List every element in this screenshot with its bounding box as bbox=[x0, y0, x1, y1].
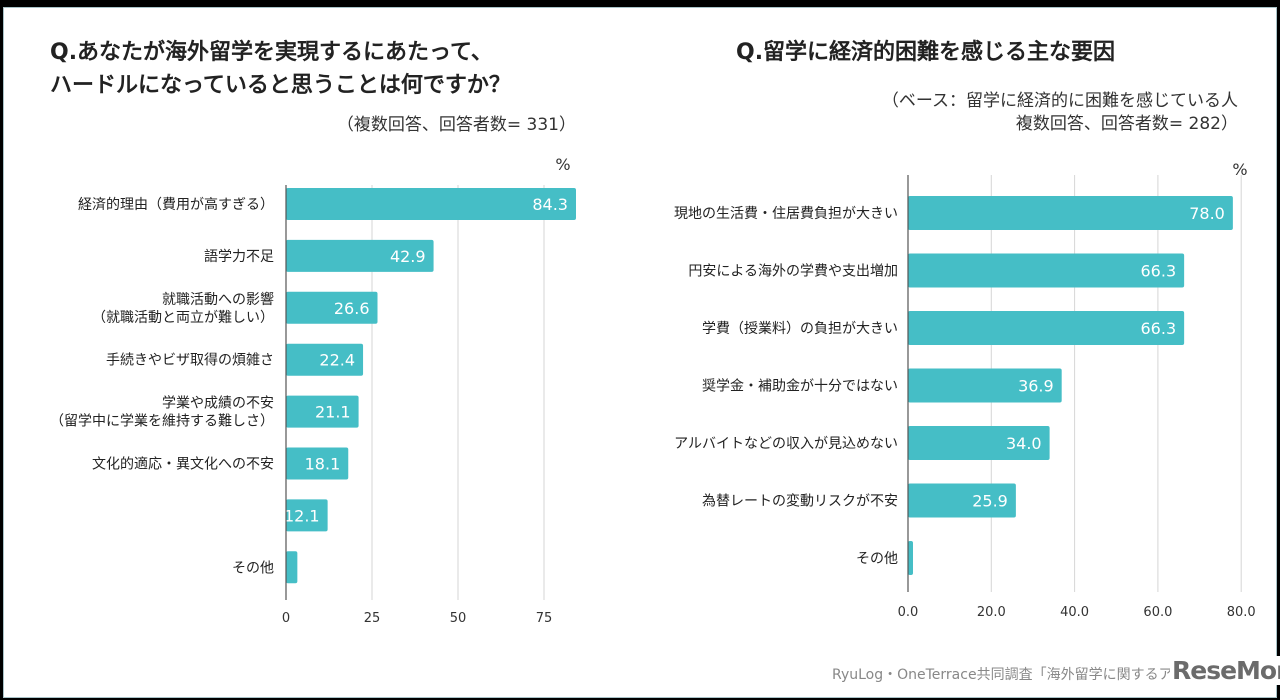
bar bbox=[908, 253, 1185, 288]
category-label: 学業や成績の不安 bbox=[162, 396, 274, 412]
resemom-logo: ReseMom bbox=[1170, 656, 1280, 685]
category-label: 為替レートの変動リスクが不安 bbox=[702, 493, 898, 510]
data-label: 21.1 bbox=[315, 403, 351, 422]
data-label: 34.0 bbox=[1006, 434, 1042, 453]
x-tick-label: 80.0 bbox=[1227, 605, 1256, 620]
x-tick-label: 60.0 bbox=[1143, 605, 1172, 620]
category-label: 語学力不足 bbox=[204, 249, 274, 265]
x-tick-label: 20.0 bbox=[977, 605, 1006, 620]
data-label: 18.1 bbox=[305, 455, 341, 474]
category-label: 就職活動への影響 bbox=[162, 291, 274, 308]
data-label: 66.3 bbox=[1141, 262, 1177, 281]
bar bbox=[286, 551, 298, 584]
bar bbox=[908, 426, 1050, 460]
left-chart-note: （複数回答、回答者数= 331） bbox=[336, 115, 576, 135]
bar bbox=[286, 291, 378, 324]
category-label: その他 bbox=[856, 551, 898, 567]
category-label: 奨学金・補助金が十分ではない bbox=[702, 379, 898, 395]
x-tick-label: 0 bbox=[282, 611, 290, 626]
source-text: RyuLog・OneTerrace共同調査「海外留学に関するアンケ bbox=[832, 667, 1201, 683]
category-label: その他 bbox=[232, 560, 274, 576]
unit-label: % bbox=[555, 155, 570, 174]
bar bbox=[286, 239, 434, 272]
bar bbox=[908, 196, 1233, 230]
bar bbox=[286, 395, 359, 428]
x-tick-label: 40.0 bbox=[1060, 605, 1089, 620]
data-label: 25.9 bbox=[972, 492, 1008, 511]
data-label: 42.9 bbox=[390, 247, 426, 266]
x-tick-label: 25 bbox=[364, 611, 381, 626]
data-label: 22.4 bbox=[319, 351, 355, 370]
x-tick-label: 50 bbox=[450, 611, 467, 626]
chart-panel bbox=[3, 7, 1277, 698]
data-label: 36.9 bbox=[1018, 377, 1054, 396]
bar bbox=[286, 188, 576, 220]
right-chart-note: （ベース：留学に経済的に困難を感じている人 複数回答、回答者数= 282） bbox=[881, 91, 1238, 134]
bar bbox=[286, 343, 364, 376]
bar bbox=[908, 483, 1016, 518]
data-label: 66.3 bbox=[1141, 319, 1177, 338]
bar bbox=[908, 368, 1062, 403]
unit-label: % bbox=[1232, 160, 1247, 179]
category-label: 経済的理由（費用が高すぎる） bbox=[78, 196, 274, 213]
data-label: 84.3 bbox=[532, 195, 568, 214]
x-tick-label: 75 bbox=[536, 611, 553, 626]
left-chart-title: Q.あなたが海外留学を実現するにあたって、 ハードルになっていると思うことは何で… bbox=[50, 40, 511, 98]
category-label: 円安による海外の学費や支出増加 bbox=[688, 264, 898, 280]
category-label: （留学中に学業を維持する難しさ） bbox=[50, 414, 274, 430]
category-label: 学費（授業料）の負担が大きい bbox=[702, 321, 898, 337]
category-label: 現地の生活費・住居費負担が大きい bbox=[674, 206, 898, 222]
category-label: （就職活動と両立が難しい） bbox=[92, 310, 274, 326]
bar bbox=[286, 447, 349, 480]
x-tick-label: 0.0 bbox=[898, 605, 919, 620]
category-label: 手続きやビザ取得の煩雑さ bbox=[106, 352, 274, 369]
right-chart-title: Q.留学に経済的困難を感じる主な要因 bbox=[736, 40, 1116, 65]
data-label: 26.6 bbox=[334, 299, 370, 318]
bar bbox=[286, 499, 328, 532]
data-label: 12.1 bbox=[284, 506, 320, 525]
category-label: アルバイトなどの収入が見込めない bbox=[674, 436, 898, 452]
category-label: 文化的適応・異文化への不安 bbox=[92, 456, 274, 473]
bar bbox=[908, 311, 1185, 345]
bar bbox=[908, 541, 913, 575]
data-label: 78.0 bbox=[1189, 204, 1225, 223]
